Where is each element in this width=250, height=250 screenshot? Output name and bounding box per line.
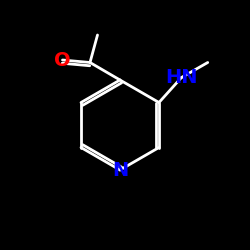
Text: O: O (54, 50, 71, 70)
Text: N: N (112, 160, 128, 180)
Text: HN: HN (165, 68, 198, 87)
